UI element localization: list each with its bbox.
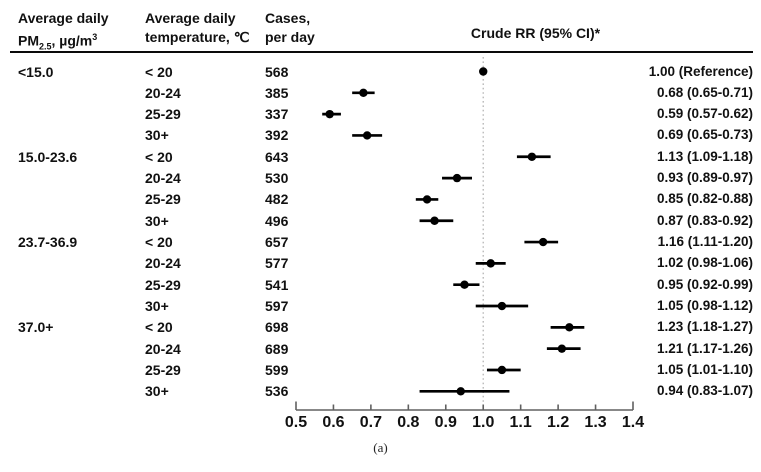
pm-group-label: 23.7-36.9 (18, 234, 78, 251)
rr-ci-label: 1.05 (0.98-1.12) (656, 298, 753, 314)
header-rule (10, 51, 753, 53)
cases-value: 689 (265, 340, 289, 357)
rr-ci-label: 1.21 (1.17-1.26) (656, 340, 753, 356)
rr-ci-label: 0.95 (0.92-0.99) (656, 276, 753, 292)
cases-value: 541 (265, 276, 289, 293)
rr-ci-label: 1.05 (1.01-1.10) (656, 361, 753, 377)
column-header-pm25-line1: Average daily (18, 10, 109, 26)
cases-value: 643 (265, 148, 289, 165)
point-estimate-marker (460, 280, 469, 289)
column-header-cases-line2: per day (265, 29, 315, 45)
column-header-cases: Cases, per day (265, 9, 315, 47)
cases-value: 657 (265, 234, 289, 251)
point-estimate-marker (452, 173, 462, 183)
rr-ci-label: 0.85 (0.82-0.88) (656, 191, 753, 207)
temperature-label: 30+ (145, 212, 169, 229)
temperature-label: 25-29 (145, 361, 181, 378)
x-axis-tick-label: 0.7 (360, 414, 382, 431)
cases-value: 530 (265, 170, 289, 187)
point-estimate-marker (479, 67, 488, 76)
pm-group-label: <15.0 (18, 63, 54, 80)
column-header-temperature-line1: Average daily (145, 10, 236, 26)
temperature-label: 30+ (145, 127, 169, 144)
panel-label: (a) (373, 440, 388, 455)
plot-header-crude-rr: Crude RR (95% CI)* (470, 25, 601, 41)
rr-ci-label: 1.00 (Reference) (648, 63, 753, 79)
cases-value: 698 (265, 319, 289, 336)
temperature-label: 20-24 (145, 340, 181, 357)
temperature-label: 30+ (145, 298, 169, 315)
pm-group-label: 15.0-23.6 (18, 148, 78, 165)
column-header-pm25-line2: PM2.5, µg/m3 (18, 32, 98, 52)
x-axis-tick-label: 1.1 (510, 414, 532, 431)
column-header-pm25: Average daily PM2.5, µg/m3 (18, 9, 109, 56)
x-axis-tick-label: 1.2 (547, 414, 569, 431)
point-estimate-marker (527, 152, 537, 161)
x-axis-tick-label: 0.6 (322, 414, 344, 431)
point-estimate-marker (497, 365, 507, 375)
temperature-label: 20-24 (145, 255, 181, 272)
rr-ci-label: 0.93 (0.89-0.97) (656, 170, 753, 186)
column-header-cases-line1: Cases, (265, 10, 311, 26)
x-axis-tick-label: 1.0 (472, 414, 494, 431)
temperature-label: 20-24 (145, 84, 181, 101)
point-estimate-marker (497, 301, 507, 311)
x-axis-tick-label: 0.5 (285, 414, 307, 431)
x-axis-tick-label: 0.8 (397, 414, 419, 431)
cases-value: 482 (265, 191, 289, 208)
point-estimate-marker (565, 323, 574, 332)
cases-value: 496 (265, 212, 289, 229)
column-header-temperature-line2: temperature, ℃ (145, 29, 250, 45)
rr-ci-label: 1.23 (1.18-1.27) (656, 319, 753, 335)
rr-ci-label: 0.69 (0.65-0.73) (656, 127, 753, 143)
point-estimate-marker (422, 195, 432, 204)
cases-value: 577 (265, 255, 289, 272)
rr-ci-label: 1.16 (1.11-1.20) (657, 234, 753, 250)
x-axis-tick-label: 1.4 (622, 414, 644, 431)
rr-ci-label: 0.68 (0.65-0.71) (656, 84, 753, 100)
pm-group-label: 37.0+ (18, 319, 54, 336)
temperature-label: 25-29 (145, 106, 181, 123)
temperature-label: 20-24 (145, 170, 181, 187)
point-estimate-marker (362, 131, 372, 140)
rr-ci-label: 0.59 (0.57-0.62) (656, 106, 753, 122)
point-estimate-marker (486, 259, 495, 268)
cases-value: 597 (265, 298, 289, 315)
cases-value: 536 (265, 383, 289, 400)
rr-ci-label: 0.94 (0.83-1.07) (656, 383, 753, 399)
x-axis-tick-label: 1.3 (584, 414, 606, 431)
point-estimate-marker (359, 88, 368, 98)
x-axis-tick-label: 0.9 (435, 414, 457, 431)
temperature-label: 25-29 (145, 276, 181, 293)
point-estimate-marker (456, 387, 465, 396)
cases-value: 337 (265, 106, 289, 123)
point-estimate-marker (557, 344, 567, 353)
point-estimate-marker (538, 237, 548, 247)
temperature-label: < 20 (145, 148, 173, 165)
point-estimate-marker (430, 216, 439, 225)
rr-ci-label: 1.13 (1.09-1.18) (656, 148, 753, 164)
point-estimate-marker (325, 109, 334, 119)
cases-value: 599 (265, 361, 289, 378)
rr-ci-label: 0.87 (0.83-0.92) (656, 212, 753, 228)
temperature-label: < 20 (145, 319, 173, 336)
temperature-label: < 20 (145, 234, 173, 251)
temperature-label: 25-29 (145, 191, 181, 208)
cases-value: 385 (265, 84, 289, 101)
cases-value: 568 (265, 63, 289, 80)
temperature-label: < 20 (145, 63, 173, 80)
cases-value: 392 (265, 127, 289, 144)
column-header-temperature: Average daily temperature, ℃ (145, 9, 249, 47)
rr-ci-label: 1.02 (0.98-1.06) (656, 255, 753, 271)
temperature-label: 30+ (145, 383, 169, 400)
